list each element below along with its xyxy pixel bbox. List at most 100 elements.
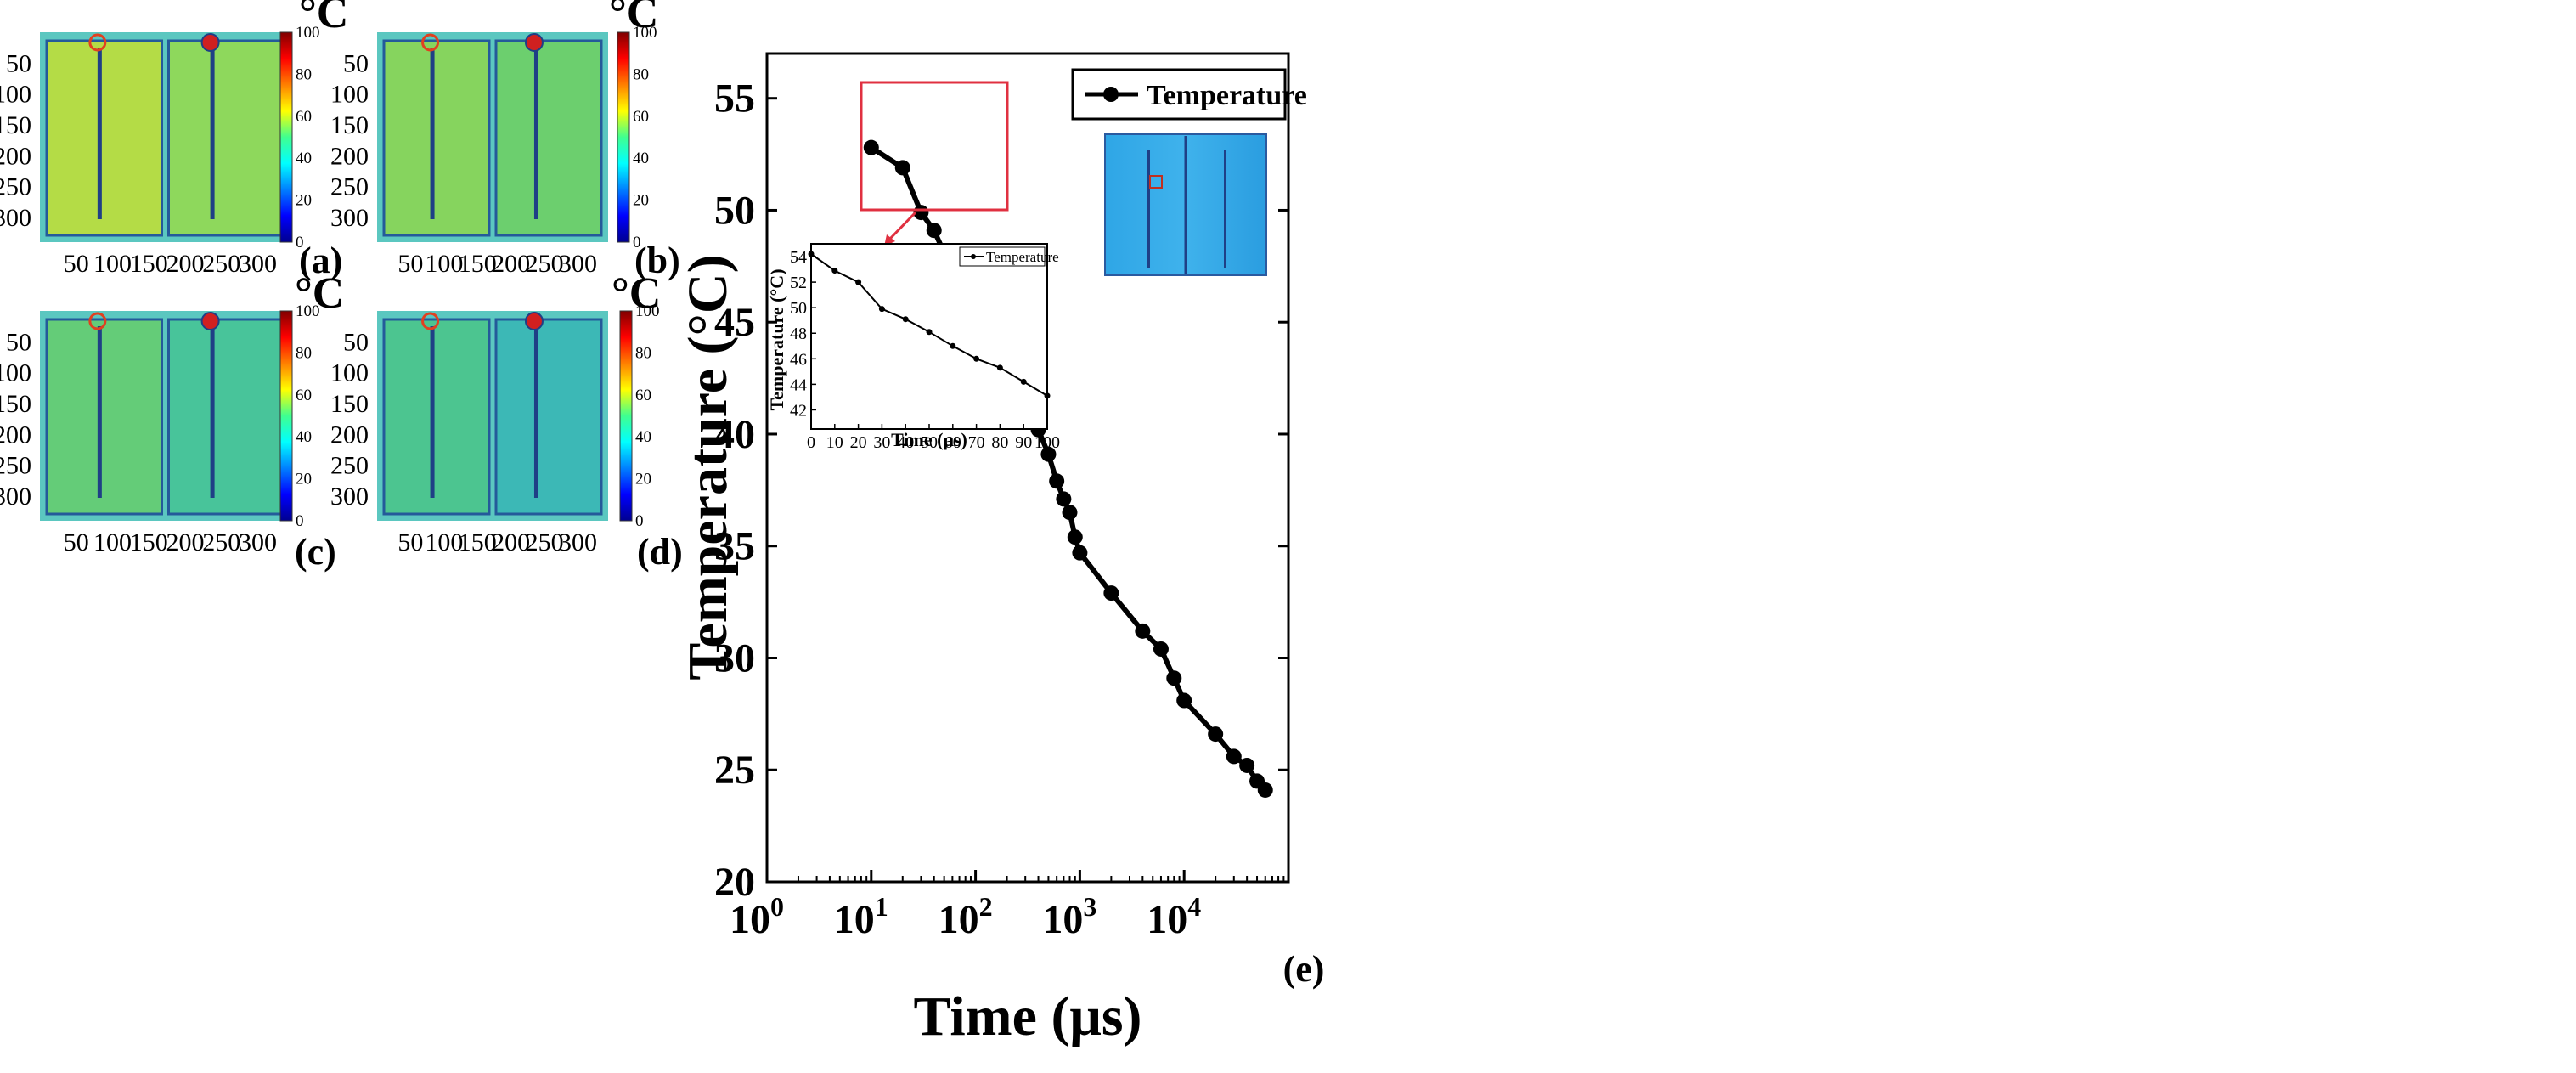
- y-tick-label: 300: [0, 483, 31, 511]
- colorbar: [619, 310, 633, 522]
- inset-x-axis-title: Time (μs): [891, 429, 967, 450]
- colorbar-tick-label: 60: [635, 387, 651, 404]
- x-tick-label: 250: [526, 250, 564, 278]
- inset-x-tick-label: 10: [826, 433, 843, 452]
- plot-frame: [765, 52, 1290, 884]
- colorbar-tick-label: 80: [635, 344, 651, 362]
- left-cell-region: [45, 318, 163, 516]
- inset-x-tick-label: 50: [921, 433, 938, 452]
- right-cell-region: [167, 39, 285, 237]
- inset-legend-box: [959, 246, 1046, 267]
- y-tick-label: 150: [330, 390, 369, 418]
- inset-y-tick-label: 52: [790, 274, 807, 292]
- left-terminal-hotspot: [421, 33, 440, 52]
- x-tick-exponent: 3: [1083, 891, 1096, 922]
- colorbar-tick-label: 60: [296, 108, 312, 126]
- colorbar-tick-label: 0: [635, 512, 644, 530]
- left-terminal-hotspot: [421, 312, 440, 330]
- temperature-point: [1176, 692, 1192, 709]
- y-tick-label: 150: [0, 111, 31, 139]
- left-cell-region: [45, 39, 163, 237]
- temperature-point: [863, 139, 879, 155]
- x-tick-label: 100: [93, 250, 132, 278]
- inset-x-tick-label: 40: [897, 433, 914, 452]
- colorbar-tick-label: 40: [633, 150, 649, 167]
- x-tick-base: 10: [1147, 897, 1187, 942]
- legend-marker: [1103, 87, 1119, 102]
- panel-label: (c): [295, 531, 336, 573]
- temperature-point: [1257, 782, 1273, 798]
- temperature-point: [1056, 491, 1072, 507]
- inset-temperature-point: [926, 329, 933, 336]
- inset-x-tick-label: 20: [850, 433, 867, 452]
- right-cell-region: [494, 318, 603, 516]
- inset-temperature-point: [1044, 392, 1051, 399]
- colorbar-tick-label: 40: [296, 428, 312, 446]
- y-tick-label: 250: [330, 173, 369, 201]
- temperature-point: [1208, 726, 1224, 743]
- right-electrode-slot: [210, 326, 215, 498]
- inset-x-tick-label: 70: [968, 433, 985, 452]
- x-tick-label: 250: [526, 528, 564, 556]
- x-tick-label: 103: [1042, 891, 1096, 942]
- y-tick-label: 200: [330, 142, 369, 170]
- colorbar-tick-label: 80: [296, 65, 312, 83]
- colorbar-tick-label: 20: [296, 192, 312, 210]
- inset-x-tick-label: 80: [991, 433, 1008, 452]
- x-tick-exponent: 0: [770, 891, 784, 922]
- left-electrode-slot: [97, 326, 102, 498]
- temperature-point: [1226, 748, 1242, 765]
- colorbar-tick-label: 100: [633, 24, 657, 42]
- panel-label: (a): [299, 240, 342, 281]
- x-tick-label: 102: [939, 891, 993, 942]
- inset-x-tick-label: 60: [944, 433, 961, 452]
- inset-y-tick-label: 42: [790, 401, 807, 420]
- colorbar-tick-label: 100: [635, 302, 660, 320]
- y-tick-label: 45: [714, 300, 755, 345]
- colorbar-tick-label: 0: [633, 234, 641, 251]
- x-tick-base: 10: [730, 897, 770, 942]
- x-tick-exponent: 1: [875, 891, 888, 922]
- x-tick-label: 50: [397, 528, 423, 556]
- x-tick-label: 200: [166, 250, 205, 278]
- inset-legend-marker: [971, 254, 976, 259]
- x-tick-label: 50: [64, 528, 89, 556]
- colorbar-tick-label: 20: [635, 471, 651, 488]
- colorbar-tick-label: 80: [633, 65, 649, 83]
- measurement-region-marker: [1149, 175, 1163, 189]
- temperature-point: [926, 223, 942, 239]
- x-tick-label: 250: [202, 250, 240, 278]
- x-tick-label: 50: [397, 250, 423, 278]
- temperature-point: [894, 160, 910, 176]
- inset-temperature-point: [1020, 378, 1027, 385]
- x-tick-label: 100: [93, 528, 132, 556]
- right-electrode-slot: [533, 326, 538, 498]
- inset-legend-label: Temperature: [986, 249, 1059, 265]
- x-tick-label: 150: [130, 250, 168, 278]
- x-tick-label: 300: [239, 250, 277, 278]
- y-tick-label: 100: [0, 81, 31, 109]
- colorbar-tick-label: 20: [633, 192, 649, 210]
- temperature-point: [1049, 473, 1065, 489]
- left-electrode-slot: [430, 48, 435, 219]
- inset-temperature-point: [831, 268, 838, 274]
- y-tick-label: 55: [714, 76, 755, 121]
- y-tick-label: 150: [0, 390, 31, 418]
- colorbar: [279, 310, 293, 522]
- right-cell-region: [167, 318, 285, 516]
- y-tick-label: 300: [330, 483, 369, 511]
- temperature-point: [1062, 505, 1078, 521]
- left-terminal-hotspot: [88, 33, 107, 52]
- y-tick-label: 250: [330, 452, 369, 480]
- x-tick-label: 250: [202, 528, 240, 556]
- x-tick-label: 150: [459, 528, 497, 556]
- x-axis-title: Time (μs): [914, 985, 1142, 1048]
- x-tick-exponent: 2: [979, 891, 993, 922]
- x-tick-label: 150: [130, 528, 168, 556]
- temperature-point: [1072, 545, 1088, 561]
- left-terminal-hotspot: [88, 312, 107, 330]
- right-terminal-hotspot: [200, 33, 220, 52]
- thermal-panel-a: 100806040200°C50100150200250300501001502…: [0, 0, 348, 281]
